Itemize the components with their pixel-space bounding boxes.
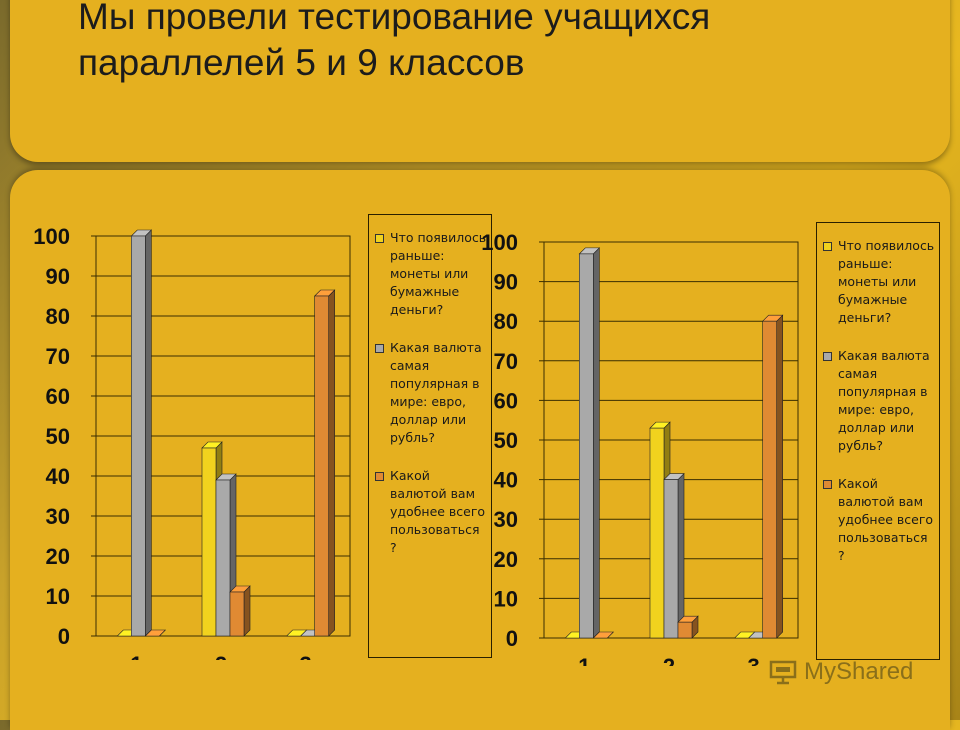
y-tick-label: 40 bbox=[46, 464, 70, 489]
y-tick-label: 60 bbox=[494, 388, 518, 413]
bar bbox=[313, 289, 336, 637]
legend-entry: Что появилось раньше: монеты или бумажны… bbox=[375, 229, 487, 319]
y-tick-label: 0 bbox=[506, 626, 518, 651]
watermark-text: MyShared bbox=[804, 658, 914, 685]
y-tick-label: 90 bbox=[494, 270, 518, 295]
legend-swatch bbox=[823, 352, 832, 361]
legend-swatch bbox=[823, 480, 832, 489]
y-tick-label: 10 bbox=[494, 586, 518, 611]
y-tick-label: 0 bbox=[58, 624, 70, 649]
x-tick-label: 2 bbox=[215, 652, 227, 660]
watermark: MyShared bbox=[768, 658, 913, 686]
legend-label: Что появилось раньше: монеты или бумажны… bbox=[390, 230, 487, 317]
y-tick-label: 50 bbox=[46, 424, 70, 449]
bar-front bbox=[649, 427, 665, 639]
chart-legend-grade-5: Что появилось раньше: монеты или бумажны… bbox=[368, 214, 492, 658]
legend-label: Какая валюта самая популярная в мире: ев… bbox=[390, 340, 482, 445]
legend-swatch bbox=[375, 472, 384, 481]
bar-side bbox=[145, 229, 152, 637]
bar bbox=[229, 585, 251, 637]
slide-title: Мы провели тестирование учащихся паралле… bbox=[78, 0, 711, 83]
bar-chart-svg: 0 10 20 30 40 50 60 70 80 90 100 1 2 3 bbox=[481, 230, 799, 666]
content-panel bbox=[10, 170, 950, 730]
y-tick-label: 80 bbox=[46, 304, 70, 329]
y-tick-label: 90 bbox=[46, 264, 70, 289]
bar-top bbox=[592, 631, 615, 639]
x-tick-label: 3 bbox=[748, 654, 760, 666]
presentation-icon bbox=[769, 660, 797, 685]
legend-entry: Какой валютой вам удобнее всего пользова… bbox=[375, 467, 487, 557]
bar-chart-svg: 0 10 20 30 40 50 60 70 80 90 100 1 2 3 bbox=[33, 224, 351, 660]
y-tick-label: 100 bbox=[481, 230, 518, 255]
legend-label: Какая валюта самая популярная в мире: ев… bbox=[838, 348, 930, 453]
bar-side bbox=[677, 472, 685, 639]
bar-side bbox=[243, 585, 251, 637]
y-tick-label: 30 bbox=[494, 507, 518, 532]
bar bbox=[578, 247, 601, 639]
bar bbox=[663, 472, 685, 639]
legend-label: Какой валютой вам удобнее всего пользова… bbox=[838, 476, 934, 563]
bar-top bbox=[144, 629, 167, 637]
x-tick-label: 3 bbox=[300, 652, 312, 660]
legend-label: Какой валютой вам удобнее всего пользова… bbox=[390, 468, 486, 555]
bar-front bbox=[201, 447, 217, 637]
bar-side bbox=[328, 289, 335, 637]
bar-front bbox=[677, 621, 693, 639]
y-tick-label: 80 bbox=[494, 309, 518, 334]
y-tick-label: 100 bbox=[33, 224, 70, 249]
x-tick-label: 2 bbox=[663, 654, 675, 666]
y-tick-label: 20 bbox=[494, 547, 518, 572]
title-panel: Мы провели тестирование учащихся паралле… bbox=[10, 0, 950, 162]
bar-front bbox=[762, 320, 777, 639]
bar bbox=[130, 229, 153, 637]
bar-front bbox=[579, 253, 594, 639]
bar bbox=[761, 314, 784, 639]
bar-side bbox=[776, 314, 783, 639]
bar-front bbox=[229, 591, 245, 637]
y-tick-label: 70 bbox=[46, 344, 70, 369]
bar-front bbox=[131, 235, 146, 637]
bar-front bbox=[215, 479, 231, 637]
legend-entry: Какая валюта самая популярная в мире: ев… bbox=[375, 339, 487, 447]
y-tick-label: 60 bbox=[46, 384, 70, 409]
y-tick-label: 40 bbox=[494, 468, 518, 493]
bar-front bbox=[314, 295, 329, 637]
x-tick-label: 1 bbox=[130, 652, 142, 660]
bar bbox=[592, 631, 615, 639]
legend-entry: Какая валюта самая популярная в мире: ев… bbox=[823, 347, 935, 455]
y-tick-label: 70 bbox=[494, 349, 518, 374]
legend-entry: Какой валютой вам удобнее всего пользова… bbox=[823, 475, 935, 565]
bar-front bbox=[663, 479, 679, 639]
legend-swatch bbox=[375, 344, 384, 353]
bar-side bbox=[593, 247, 600, 639]
legend-swatch bbox=[375, 234, 384, 243]
y-tick-label: 30 bbox=[46, 504, 70, 529]
bar bbox=[677, 615, 699, 639]
y-tick-label: 10 bbox=[46, 584, 70, 609]
chart-legend-grade-9: Что появилось раньше: монеты или бумажны… bbox=[816, 222, 940, 660]
chart-grade-5: 0 10 20 30 40 50 60 70 80 90 100 1 2 3 bbox=[30, 220, 355, 660]
chart-grade-9: 0 10 20 30 40 50 60 70 80 90 100 1 2 3 bbox=[480, 226, 805, 666]
legend-swatch bbox=[823, 242, 832, 251]
legend-entry: Что появилось раньше: монеты или бумажны… bbox=[823, 237, 935, 327]
bar bbox=[144, 629, 167, 637]
y-tick-label: 20 bbox=[46, 544, 70, 569]
legend-label: Что появилось раньше: монеты или бумажны… bbox=[838, 238, 935, 325]
x-tick-label: 1 bbox=[578, 654, 590, 666]
y-tick-label: 50 bbox=[494, 428, 518, 453]
